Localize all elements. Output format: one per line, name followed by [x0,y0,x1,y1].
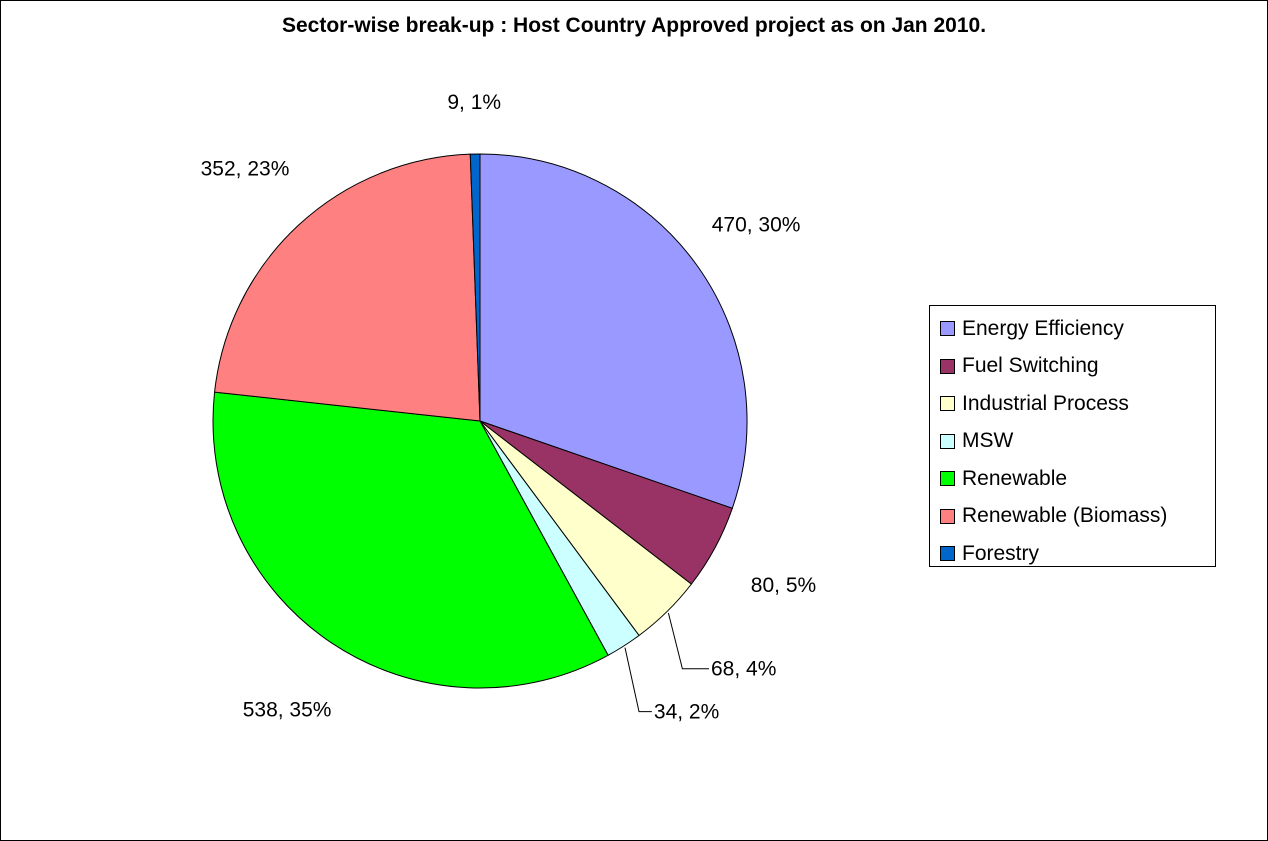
pie-slice-renewable-biomass [214,153,481,422]
data-label-renewable-biomass: 352, 23% [201,157,290,180]
legend-label: Energy Efficiency [962,316,1124,340]
legend-swatch [940,433,955,449]
chart-title: Sector-wise break-up : Host Country Appr… [281,14,987,37]
legend-label: Renewable [962,466,1068,490]
data-label-forestry: 9, 1% [447,91,501,114]
data-label-energy-efficiency: 470, 30% [712,213,801,236]
pie-slice-forestry [469,153,481,422]
legend-swatch [940,508,955,524]
legend-label: Industrial Process [962,391,1129,415]
legend-label: Fuel Switching [962,354,1099,378]
legend-swatch [940,546,955,562]
legend-label: MSW [962,429,1014,453]
pie-slices [212,153,748,689]
data-label-renewable: 538, 35% [243,698,332,721]
data-label-msw: 34, 2% [654,701,719,724]
legend-label: Renewable (Biomass) [962,504,1168,528]
legend-item-industrial-process: Industrial Process [940,385,1215,423]
legend-item-msw: MSW [940,423,1215,461]
legend-item-fuel-switching: Fuel Switching [940,348,1215,386]
legend-swatch [940,358,955,374]
data-labels: 470, 30% 80, 5% 68, 4% 34, 2% 538, 35% 352, 2… [201,91,817,724]
legend-item-renewable: Renewable [940,460,1215,498]
leader-line-industrial-process [667,612,709,670]
legend-swatch [940,321,955,337]
legend-swatch [940,471,955,487]
legend-label: Forestry [962,541,1040,565]
pie-slice-energy-efficiency [479,153,748,509]
legend-item-renewable-biomass: Renewable (Biomass) [940,498,1215,536]
data-label-fuel-switching: 80, 5% [751,574,816,597]
leader-line-msw [624,647,652,713]
legend: Energy Efficiency Fuel Switching Industria… [929,305,1216,567]
pie-slice-renewable [212,391,609,689]
legend-item-energy-efficiency: Energy Efficiency [940,310,1215,348]
legend-item-forestry: Forestry [940,535,1215,573]
leader-lines [624,612,709,713]
data-label-industrial-process: 68, 4% [711,658,776,681]
legend-swatch [940,396,955,412]
